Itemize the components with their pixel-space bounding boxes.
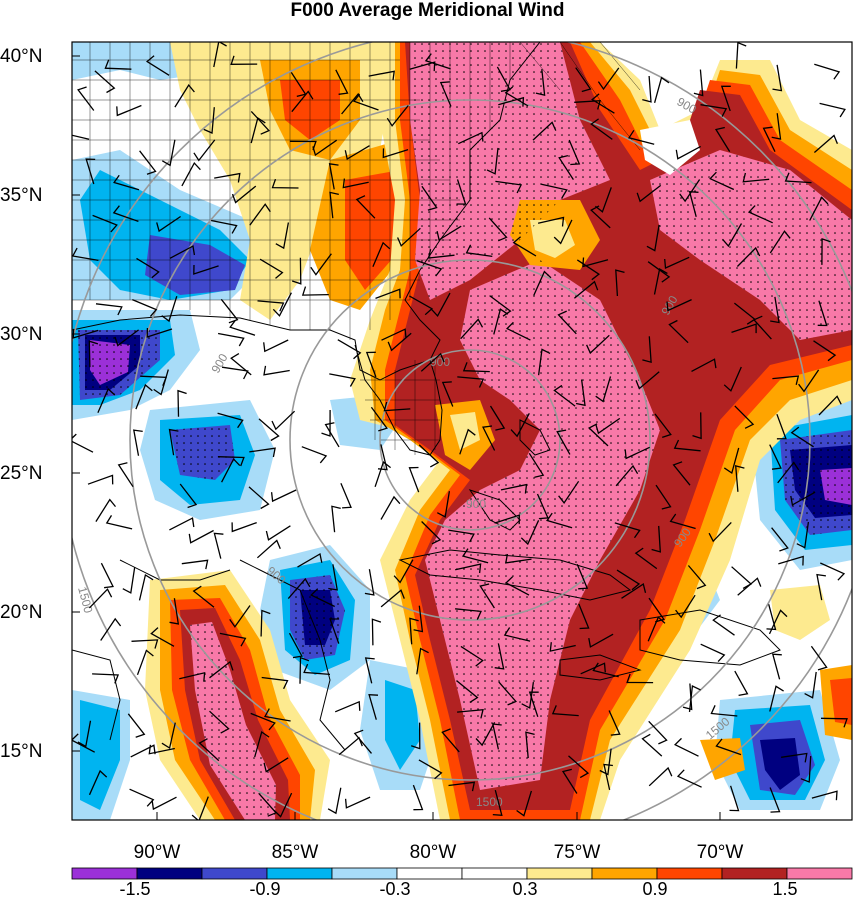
colorbar-swatch [72, 868, 137, 879]
colorbar-labels: -1.5 -0.9 -0.3 0.3 0.9 1.5 [119, 879, 797, 899]
colorbar-label-1.5: 1.5 [772, 879, 797, 899]
map-figure: 900 900 900 900 900 900 1500 1500 1500 9… [0, 0, 855, 900]
colorbar-swatch [787, 868, 852, 879]
lon-label-70: 70°W [697, 842, 744, 863]
lat-label-25: 25°N [0, 463, 42, 484]
colorbar-label-0.3: 0.3 [512, 879, 537, 899]
colorbar-label-0.9: 0.9 [642, 879, 667, 899]
lat-label-40: 40°N [0, 46, 42, 67]
map-plot-area: 900 900 900 900 900 900 1500 1500 1500 9… [60, 30, 855, 850]
lon-label-75: 75°W [554, 842, 601, 863]
longitude-labels: 90°W 85°W 80°W 75°W 70°W [134, 842, 744, 863]
colorbar-swatch [202, 868, 267, 879]
lon-label-90: 90°W [134, 842, 181, 863]
colorbar-swatch [462, 868, 527, 879]
colorbar-swatch [722, 868, 787, 879]
lon-label-85: 85°W [272, 842, 319, 863]
lat-label-20: 20°N [0, 602, 42, 623]
colorbar-swatch [592, 868, 657, 879]
colorbar-swatch [137, 868, 202, 879]
colorbar-swatch [657, 868, 722, 879]
lon-label-80: 80°W [410, 842, 457, 863]
colorbar-label-neg0.3: -0.3 [379, 879, 410, 899]
colorbar-label-neg1.5: -1.5 [119, 879, 150, 899]
ring-label-900-north: 900 [430, 355, 450, 369]
colorbar-swatch [332, 868, 397, 879]
colorbar [72, 868, 852, 879]
colorbar-swatch [267, 868, 332, 879]
lat-label-15: 15°N [0, 741, 42, 762]
lat-label-35: 35°N [0, 185, 42, 206]
ring-label-900-inner: 900 [466, 497, 486, 511]
colorbar-swatch [397, 868, 462, 879]
lat-label-30: 30°N [0, 324, 42, 345]
colorbar-swatch [527, 868, 592, 879]
colorbar-label-neg0.9: -0.9 [249, 879, 280, 899]
latitude-labels: 40°N 35°N 30°N 25°N 20°N 15°N [0, 46, 42, 762]
